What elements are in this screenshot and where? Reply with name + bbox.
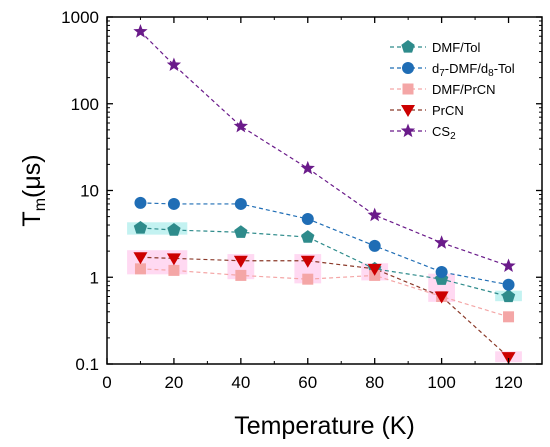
x-tick-label: 40	[231, 373, 250, 392]
x-tick-label: 60	[298, 373, 317, 392]
data-point	[434, 235, 449, 249]
data-point	[301, 230, 315, 243]
legend-label-part: CS	[432, 124, 450, 139]
data-point	[134, 263, 146, 275]
data-point	[233, 118, 248, 133]
x-tick-label: 100	[427, 373, 455, 392]
data-point	[134, 196, 147, 209]
y-axis-title-unit: (μs)	[18, 154, 46, 198]
data-point	[233, 255, 248, 268]
legend-marker	[400, 123, 416, 138]
data-point	[234, 197, 247, 210]
x-axis-title: Temperature (K)	[234, 412, 415, 440]
y-tick-label: 1000	[61, 8, 99, 27]
legend-label-subscript: 2	[450, 131, 456, 142]
data-point	[434, 291, 449, 304]
data-point	[501, 289, 516, 303]
legend: DMF/Tol d7-DMF/d8-Tol DMF/PrCN PrCN CS2	[390, 40, 515, 142]
legend-label-subscript: 7	[439, 68, 445, 79]
legend-label: CS2	[432, 124, 456, 142]
data-point	[368, 239, 381, 252]
y-axis-title-main: T	[18, 211, 46, 226]
data-point	[133, 24, 148, 38]
series-line	[140, 202, 509, 286]
data-point	[234, 225, 248, 238]
data-point	[503, 311, 515, 323]
y-axis-title-subscript: m	[32, 198, 49, 211]
data-point	[367, 263, 382, 276]
data-point	[168, 264, 180, 276]
y-tick-label: 10	[80, 182, 99, 201]
legend-marker	[401, 105, 415, 117]
legend-label: PrCN	[432, 103, 464, 118]
legend-label-part: -DMF/d	[445, 61, 488, 76]
legend-label: d7-DMF/d8-Tol	[432, 61, 515, 79]
legend-label: DMF/PrCN	[432, 82, 496, 97]
y-tick-label: 100	[71, 95, 99, 114]
data-point	[166, 253, 181, 266]
y-axis-title: Tm(μs)	[18, 154, 49, 226]
x-tick-label: 80	[365, 373, 384, 392]
x-tick-label: 0	[102, 373, 111, 392]
data-point	[300, 160, 315, 175]
data-point	[133, 220, 148, 234]
data-point	[301, 212, 314, 225]
legend-label-part: -Tol	[494, 61, 515, 76]
data-point	[501, 258, 516, 273]
legend-marker	[402, 62, 414, 74]
data-point	[302, 273, 314, 285]
legend-marker	[402, 83, 414, 95]
data-point	[167, 197, 180, 210]
data-point	[300, 255, 315, 268]
y-tick-label: 0.1	[75, 355, 99, 374]
data-point	[435, 265, 448, 278]
legend-label: DMF/Tol	[432, 40, 481, 55]
series-lines	[140, 31, 509, 358]
axis-ticks	[106, 16, 542, 365]
legend-label-part: d	[432, 61, 439, 76]
x-tick-label: 120	[494, 373, 522, 392]
axis-tick-labels: 0 20 40 60 80 100 120 0.1 1 10 100 1000	[61, 8, 523, 392]
data-point	[367, 207, 382, 222]
legend-label-subscript: 8	[488, 68, 494, 79]
y-tick-label: 1	[90, 268, 99, 287]
data-point	[167, 223, 181, 236]
data-point	[133, 252, 148, 265]
data-point	[235, 269, 247, 281]
series-markers	[133, 24, 516, 365]
data-point	[166, 57, 182, 72]
highlights-layer	[127, 222, 522, 363]
data-point	[502, 278, 515, 291]
x-tick-label: 20	[164, 373, 183, 392]
legend-marker	[401, 40, 415, 53]
series-line	[140, 256, 509, 358]
